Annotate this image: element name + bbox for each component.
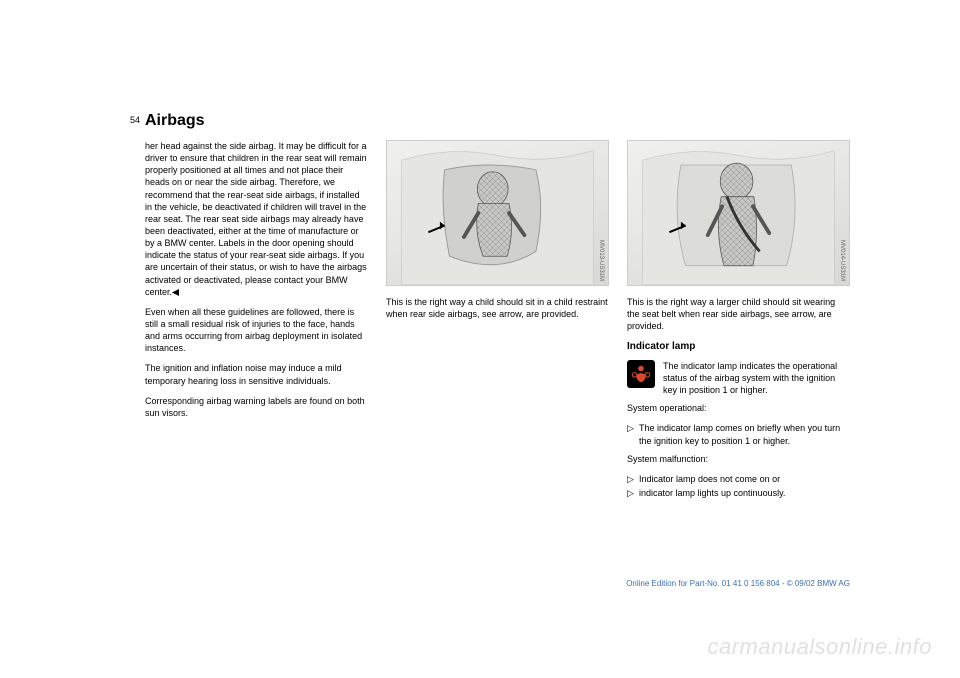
larger-child-illustration: MV014-US31M (627, 140, 850, 286)
col1-para4: Corresponding airbag warning labels are … (145, 395, 368, 419)
bullet-arrow-icon: ▷ (627, 487, 635, 499)
indicator-icon-row: The indicator lamp indicates the operati… (627, 360, 850, 396)
watermark: carmanualsonline.info (707, 634, 932, 660)
col1-para3: The ignition and inflation noise may ind… (145, 362, 368, 386)
malf-bullet1-text: Indicator lamp does not come on or (639, 473, 850, 485)
content-columns: her head against the side airbag. It may… (145, 140, 850, 501)
system-operational-label: System operational: (627, 402, 850, 414)
col3-caption: This is the right way a larger child sho… (627, 296, 850, 332)
column-3: MV014-US31M This is the right way a larg… (627, 140, 850, 501)
page-number: 54 (130, 115, 140, 125)
col1-para1: her head against the side airbag. It may… (145, 140, 368, 298)
col1-para2: Even when all these guidelines are follo… (145, 306, 368, 355)
malf-bullet2-text: indicator lamp lights up continuously. (639, 487, 850, 499)
op-bullet-row: ▷ The indicator lamp comes on briefly wh… (627, 422, 850, 446)
page-title: Airbags (145, 112, 850, 130)
malf-bullet-row-2: ▷ indicator lamp lights up continuously. (627, 487, 850, 499)
airbag-warning-icon (627, 360, 655, 388)
footer-text: Online Edition for Part-No. 01 41 0 156 … (626, 579, 850, 588)
indicator-lamp-heading: Indicator lamp (627, 340, 850, 354)
op-bullet-text: The indicator lamp comes on briefly when… (639, 422, 850, 446)
end-mark-icon (172, 289, 179, 296)
column-2: MV013-US31M This is the right way a chil… (386, 140, 609, 501)
system-malfunction-label: System malfunction: (627, 453, 850, 465)
column-1: her head against the side airbag. It may… (145, 140, 368, 501)
indicator-icon-text: The indicator lamp indicates the operati… (663, 360, 850, 396)
child-seat-illustration: MV013-US31M (386, 140, 609, 286)
col2-caption: This is the right way a child should sit… (386, 296, 609, 320)
image-code-2: MV014-US31M (838, 240, 846, 281)
malf-bullet-row-1: ▷ Indicator lamp does not come on or (627, 473, 850, 485)
bullet-arrow-icon: ▷ (627, 473, 635, 485)
image-code-1: MV013-US31M (597, 240, 605, 281)
bullet-arrow-icon: ▷ (627, 422, 635, 446)
